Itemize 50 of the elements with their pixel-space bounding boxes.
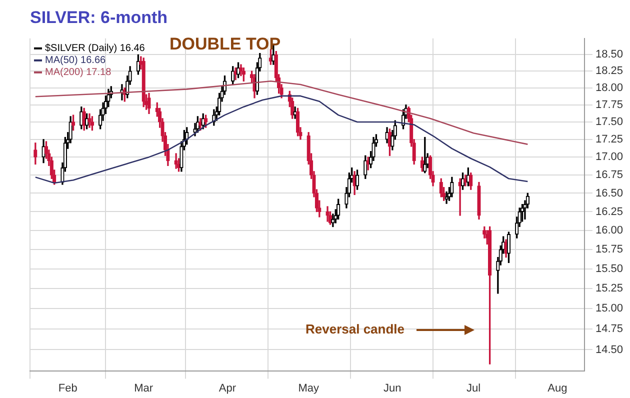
candlestick xyxy=(450,176,454,198)
candlestick xyxy=(458,178,462,216)
y-tick-label: 18.00 xyxy=(595,82,624,94)
y-tick-label: 17.50 xyxy=(595,116,624,128)
legend-label: MA(50) 16.66 xyxy=(45,55,106,66)
candlestick xyxy=(293,106,297,119)
y-tick-label: 16.25 xyxy=(595,206,624,218)
annotation: Reversal candle xyxy=(305,322,405,337)
chart-title: SILVER: 6-month xyxy=(30,8,168,27)
y-tick-label: 16.75 xyxy=(595,169,624,182)
candlestick xyxy=(488,226,492,364)
y-tick-label: 18.50 xyxy=(595,48,624,61)
y-tick-label: 17.00 xyxy=(595,151,624,164)
candlestick xyxy=(326,206,330,222)
y-tick-label: 15.00 xyxy=(595,302,624,315)
y-tick-label: 18.25 xyxy=(595,65,624,78)
x-tick-label: May xyxy=(298,382,320,394)
x-tick-label: Feb xyxy=(58,382,78,394)
legend-label: $SILVER (Daily) 16.46 xyxy=(45,43,146,54)
y-tick-label: 16.00 xyxy=(595,224,624,237)
y-tick-label: 14.50 xyxy=(595,344,624,356)
candlestick xyxy=(336,198,340,220)
candlestick xyxy=(204,114,208,128)
candlestick xyxy=(242,67,246,82)
x-tick-label: Apr xyxy=(218,382,236,394)
candlestick xyxy=(234,67,238,80)
candlestick xyxy=(364,155,368,179)
candlestick xyxy=(506,232,511,264)
y-tick-label: 15.50 xyxy=(595,262,624,275)
y-tick-label: 17.75 xyxy=(595,98,624,111)
candlestick xyxy=(466,167,470,186)
x-tick-label: Aug xyxy=(548,382,568,394)
candlestick xyxy=(174,153,178,169)
x-tick-label: Jun xyxy=(384,382,402,394)
candlestick xyxy=(268,49,273,65)
annotation: DOUBLE TOP xyxy=(169,34,281,54)
y-tick-label: 15.25 xyxy=(595,282,624,295)
candlestick xyxy=(355,170,360,190)
candlestick xyxy=(147,92,151,114)
y-tick-label: 16.50 xyxy=(595,187,624,200)
y-tick-label: 14.75 xyxy=(595,323,624,336)
y-tick-label: 15.75 xyxy=(595,244,624,256)
candlestick xyxy=(469,172,473,190)
x-tick-label: Jul xyxy=(466,382,481,394)
legend-label: MA(200) 17.18 xyxy=(45,67,112,78)
candlestick xyxy=(477,182,481,220)
candlestick xyxy=(236,62,240,78)
x-tick-label: Mar xyxy=(134,382,154,394)
y-tick-label: 17.25 xyxy=(595,133,624,146)
candlestick xyxy=(444,191,448,204)
